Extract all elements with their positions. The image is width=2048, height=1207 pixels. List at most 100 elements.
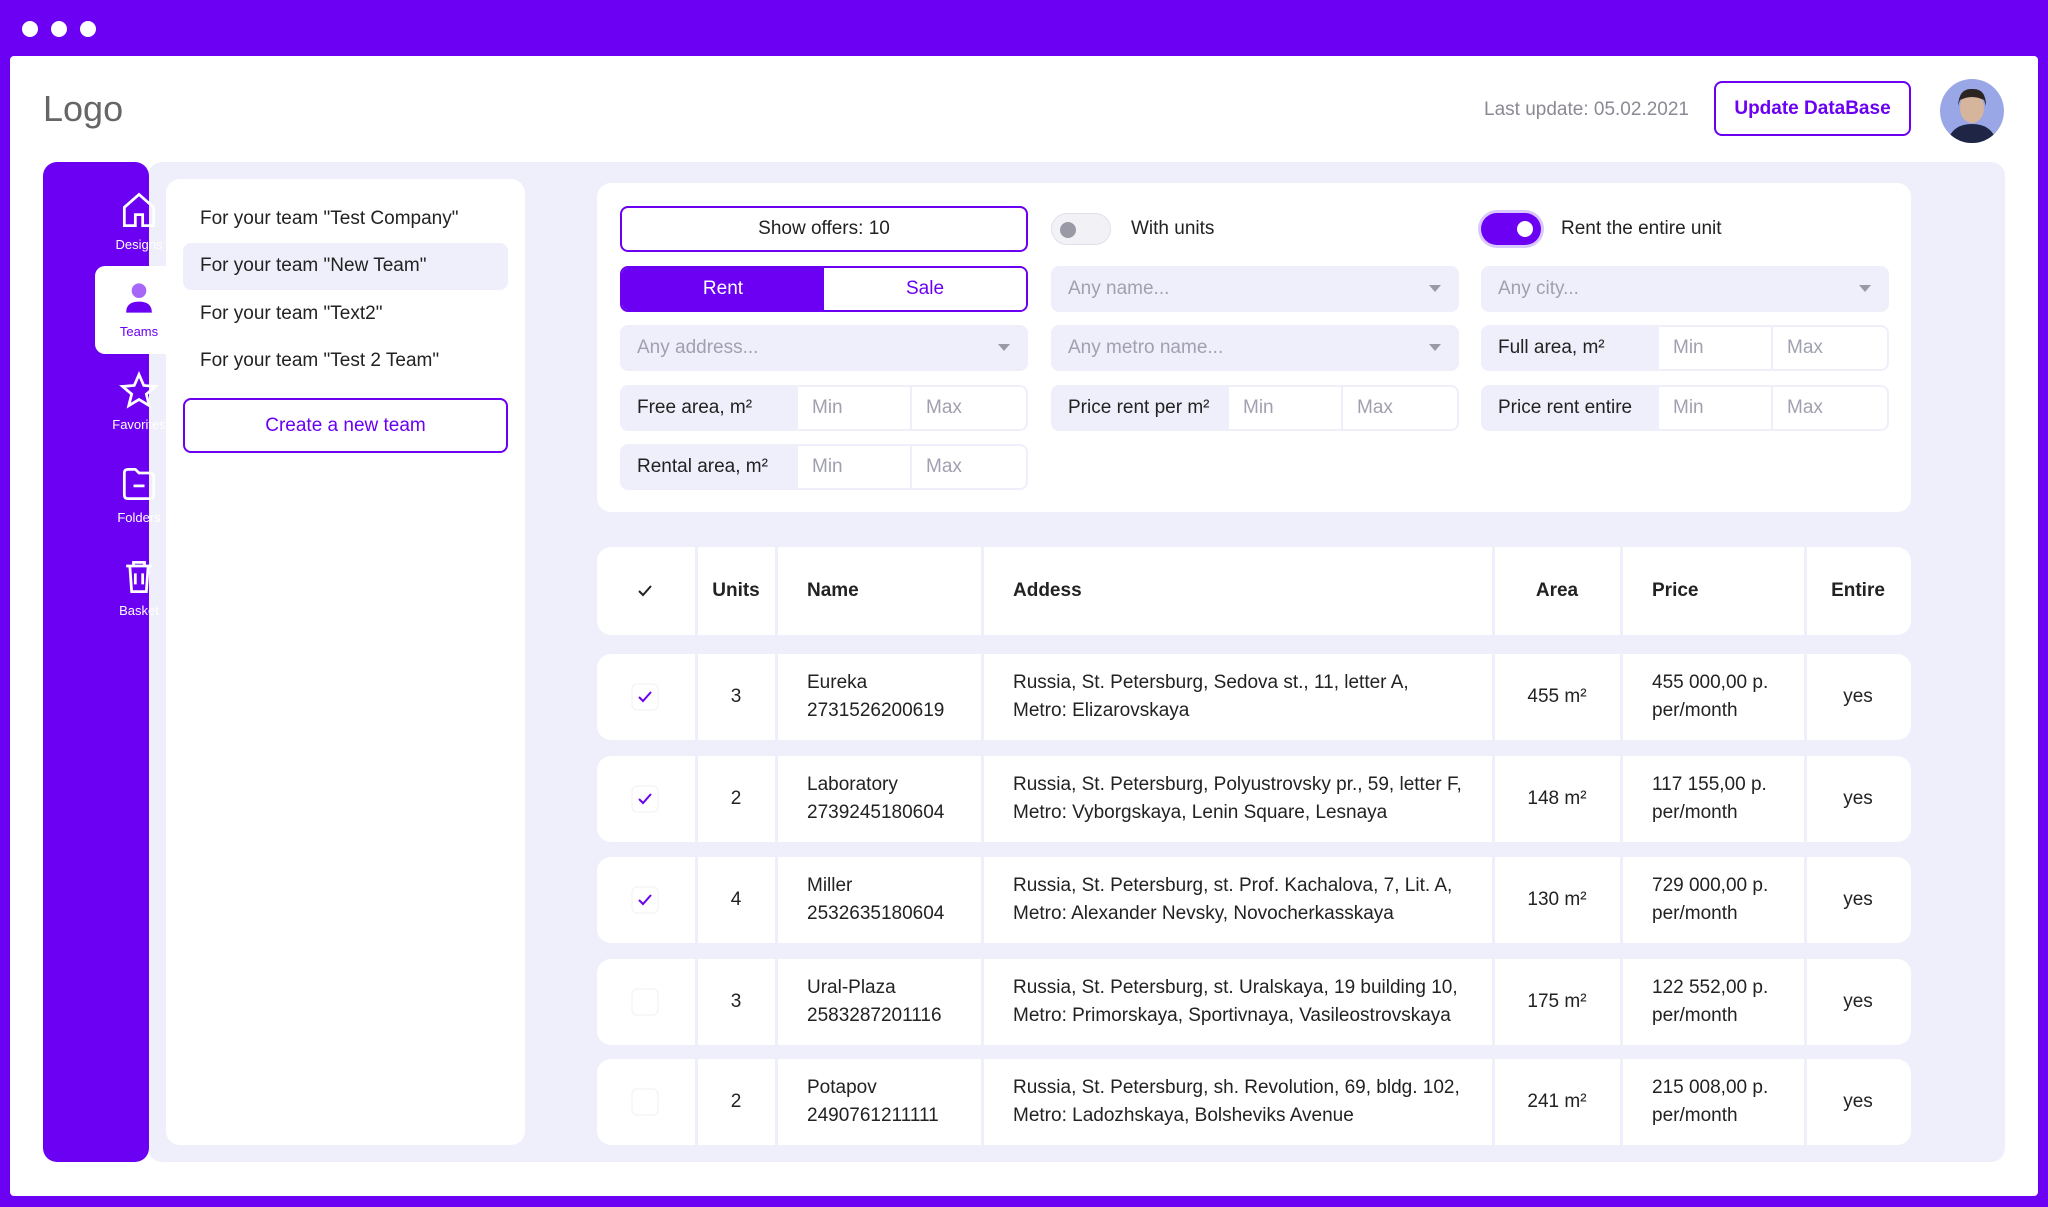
max-input[interactable]: Max	[1773, 386, 1887, 429]
nav-item[interactable]: Designs	[95, 179, 183, 267]
address-cell: Russia, St. Petersburg, st. Prof. Kachal…	[982, 857, 1493, 943]
address-cell: Russia, St. Petersburg, st. Uralskaya, 1…	[982, 959, 1493, 1045]
entire-cell: yes	[1805, 959, 1911, 1045]
folder-icon	[122, 467, 156, 501]
column-divider	[1804, 1059, 1807, 1145]
name-cell: Laboratory 2739245180604	[776, 756, 982, 842]
nav-item[interactable]: Folders	[95, 452, 183, 540]
show-offers-button[interactable]: Show offers: 10	[620, 206, 1028, 252]
price-cell: 117 155,00 p. per/month	[1621, 756, 1805, 842]
column-divider	[1620, 756, 1623, 842]
name-cell: Potapov 2490761211111	[776, 1059, 982, 1145]
column-divider	[1492, 857, 1495, 943]
max-input[interactable]: Max	[912, 386, 1026, 429]
team-item[interactable]: For your team "Text2"	[200, 302, 383, 324]
checkbox[interactable]	[630, 987, 660, 1017]
min-input[interactable]: Min	[798, 386, 912, 429]
name-cell: Ural-Plaza 2583287201116	[776, 959, 982, 1045]
entire-cell: yes	[1805, 857, 1911, 943]
price-cell-line: per/month	[1652, 700, 1738, 721]
area-cell: 455 m²	[1493, 654, 1621, 740]
column-header[interactable]: Price	[1652, 580, 1699, 601]
min-input[interactable]: Min	[1229, 386, 1343, 429]
max-input[interactable]: Max	[1343, 386, 1457, 429]
column-divider	[695, 857, 698, 943]
min-input[interactable]: Min	[1659, 327, 1773, 369]
column-divider	[775, 959, 778, 1045]
nav-label: Favorites	[112, 417, 166, 432]
area-cell: 175 m²	[1493, 959, 1621, 1045]
toggle[interactable]	[1481, 213, 1541, 245]
avatar[interactable]	[1939, 78, 2005, 144]
table-row: 3 Eureka 2731526200619 Russia, St. Petersbu…	[597, 654, 1911, 740]
toggle[interactable]	[1051, 213, 1111, 245]
chevron	[1859, 284, 1871, 292]
area-cell-line: 241 m²	[1527, 1091, 1587, 1112]
table-row: 2 Laboratory 2739245180604 Russia, St. Pete…	[597, 756, 1911, 842]
column-divider	[775, 654, 778, 740]
checkbox[interactable]	[630, 1087, 660, 1117]
table-row: 2 Potapov 2490761211111 Russia, St. Petersb…	[597, 1059, 1911, 1145]
nav-label: Folders	[117, 510, 161, 525]
name-cell-line: Ural-Plaza	[807, 977, 896, 998]
units-cell: 3	[696, 959, 776, 1045]
select[interactable]: Any metro name...	[1051, 325, 1459, 371]
checkbox[interactable]	[630, 682, 660, 712]
home-icon	[122, 192, 156, 228]
area-cell-line: 130 m²	[1527, 889, 1587, 910]
column-divider	[1804, 959, 1807, 1045]
address-cell-line: Metro: Elizarovskaya	[1013, 700, 1190, 721]
team-item[interactable]: For your team "New Team"	[183, 242, 508, 290]
tab[interactable]: Sale	[824, 267, 1026, 310]
column-header[interactable]: Entire	[1831, 580, 1885, 601]
entire-cell: yes	[1805, 1059, 1911, 1145]
range-label: Full area, m²	[1498, 337, 1605, 358]
column-divider	[981, 857, 984, 943]
units-cell-line: 4	[730, 889, 742, 910]
units-cell: 2	[696, 1059, 776, 1145]
select[interactable]: Any name...	[1051, 265, 1459, 312]
range-filter: Price rent per m² Min Max	[1051, 384, 1459, 431]
tab[interactable]: Rent	[622, 267, 824, 310]
units-cell: 4	[696, 857, 776, 943]
last-update: Last update: 05.02.2021	[1484, 99, 1689, 120]
price-cell: 215 008,00 p. per/month	[1621, 1059, 1805, 1145]
update-button[interactable]: Update DataBase	[1714, 81, 1911, 136]
entire-cell-line: yes	[1843, 991, 1873, 1012]
entire-cell-line: yes	[1843, 889, 1873, 910]
name-cell-line: Miller	[807, 875, 853, 896]
team-item[interactable]: For your team "Test 2 Team"	[200, 350, 440, 371]
column-header[interactable]: Addess	[1013, 580, 1082, 601]
area-cell-line: 148 m²	[1527, 788, 1587, 809]
range-label: Price rent per m²	[1068, 396, 1210, 418]
create-team-button[interactable]: Create a new team	[183, 398, 508, 453]
column-header[interactable]: Name	[807, 580, 859, 601]
select[interactable]: Any address...	[620, 325, 1028, 371]
star-icon	[119, 371, 159, 409]
units-cell-line: 3	[730, 991, 742, 1012]
price-cell-line: 729 000,00 p.	[1652, 875, 1769, 896]
price-cell: 455 000,00 p. per/month	[1621, 654, 1805, 740]
window-dot	[51, 21, 67, 37]
nav-item[interactable]: Basket	[95, 545, 183, 633]
name-cell: Eureka 2731526200619	[776, 654, 982, 740]
column-divider	[981, 1059, 984, 1145]
area-cell: 241 m²	[1493, 1059, 1621, 1145]
min-input[interactable]: Min	[798, 446, 912, 488]
select[interactable]: Any city...	[1481, 265, 1889, 312]
max-input[interactable]: Max	[912, 446, 1026, 488]
nav-item[interactable]: Favorites	[95, 359, 183, 447]
checkbox[interactable]	[630, 784, 660, 814]
checkbox[interactable]	[630, 576, 660, 606]
min-input[interactable]: Min	[1659, 386, 1773, 429]
max-input[interactable]: Max	[1773, 327, 1887, 369]
column-header[interactable]: Units	[712, 580, 760, 601]
address-cell-line: Metro: Ladozhskaya, Bolsheviks Avenue	[1013, 1105, 1354, 1126]
logo: Logo	[43, 88, 124, 129]
column-header[interactable]: Area	[1535, 580, 1579, 601]
name-cell-line: 2490761211111	[807, 1105, 939, 1126]
units-cell-line: 2	[730, 1091, 742, 1112]
nav-label: Basket	[119, 603, 159, 618]
checkbox[interactable]	[630, 885, 660, 915]
team-item[interactable]: For your team "Test Company"	[200, 207, 459, 229]
